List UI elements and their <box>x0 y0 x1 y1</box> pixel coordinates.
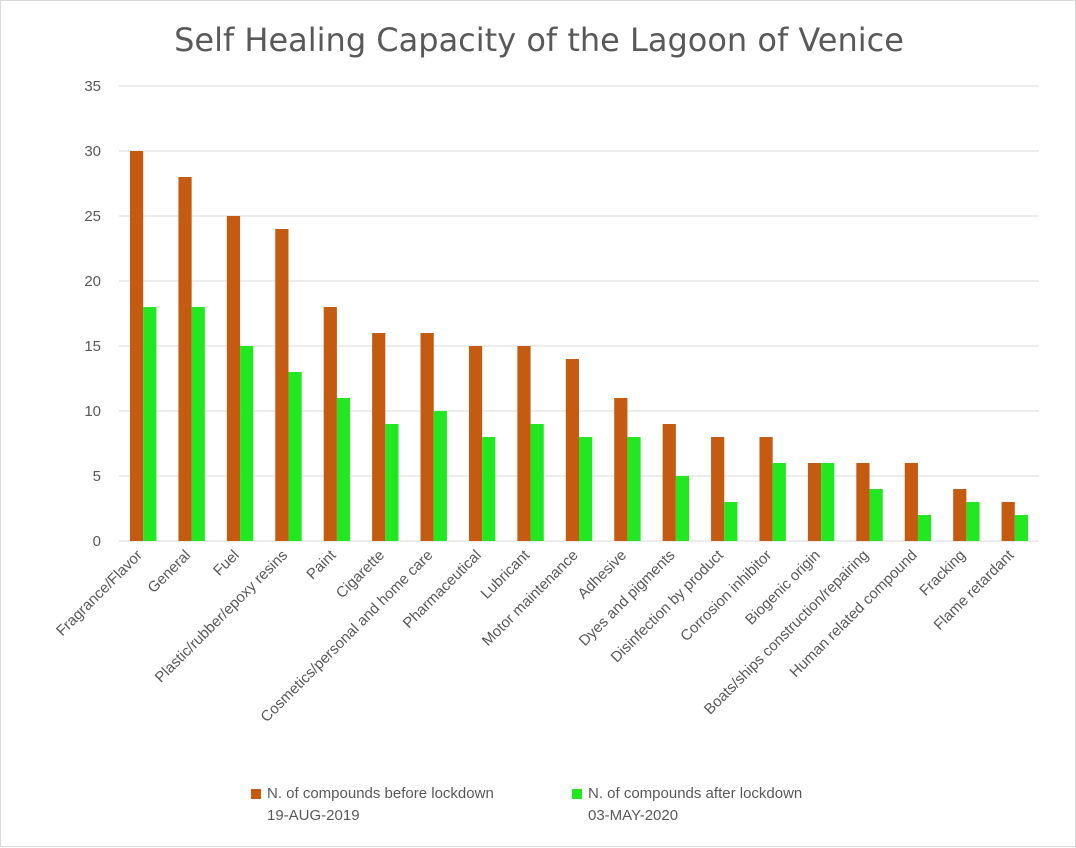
bar-after-3 <box>240 346 254 541</box>
y-tick-label: 35 <box>84 78 101 95</box>
legend-label-before: N. of compounds before lockdown 19-AUG-2… <box>267 783 494 827</box>
y-tick-label: 30 <box>84 143 101 160</box>
bar-after-17 <box>917 515 932 541</box>
bar-before-16 <box>856 463 870 541</box>
bar-before-1 <box>130 151 144 541</box>
bar-before-13 <box>711 437 725 541</box>
bar-before-11 <box>614 398 628 541</box>
bar-after-19 <box>1014 515 1028 541</box>
bar-before-7 <box>420 333 434 541</box>
x-category-label: Fragrance/Flavor <box>53 547 146 640</box>
bar-after-8 <box>482 437 496 541</box>
bar-after-9 <box>530 424 544 541</box>
bar-before-14 <box>759 437 773 541</box>
bar-after-2 <box>191 307 205 541</box>
bar-before-19 <box>1001 502 1015 541</box>
bar-before-12 <box>662 424 676 541</box>
chart-title: Self Healing Capacity of the Lagoon of V… <box>174 21 904 59</box>
bar-after-15 <box>821 463 835 541</box>
y-tick-label: 10 <box>84 403 101 420</box>
x-category-label: General <box>144 547 194 597</box>
bar-after-7 <box>433 411 447 541</box>
legend-label-after: N. of compounds after lockdown 03-MAY-20… <box>588 783 802 827</box>
bar-after-6 <box>385 424 399 541</box>
y-tick-label: 5 <box>93 468 101 485</box>
bar-before-9 <box>517 346 531 541</box>
bar-after-18 <box>966 502 980 541</box>
bar-before-18 <box>953 489 967 541</box>
x-category-label: Fuel <box>210 547 243 580</box>
y-tick-label: 0 <box>93 533 101 550</box>
bar-before-2 <box>178 177 192 541</box>
bar-after-5 <box>336 398 351 541</box>
bar-before-15 <box>807 463 822 541</box>
bar-after-4 <box>288 372 302 541</box>
bar-before-4 <box>275 229 289 541</box>
legend-series-name-after: N. of compounds after lockdown <box>588 785 803 802</box>
x-category-label: Paint <box>303 546 340 583</box>
bar-after-10 <box>579 437 593 541</box>
legend-series-name-before: N. of compounds before lockdown <box>267 785 494 802</box>
bar-after-14 <box>772 463 786 541</box>
bar-before-6 <box>372 333 386 541</box>
bar-before-10 <box>565 359 579 541</box>
bar-after-11 <box>627 437 641 541</box>
bar-after-1 <box>143 307 157 541</box>
legend-series-date-after: 03-MAY-2020 <box>588 807 679 824</box>
bar-after-13 <box>724 502 738 541</box>
bar-before-5 <box>323 307 337 541</box>
bar-after-16 <box>869 489 883 541</box>
y-tick-label: 25 <box>84 208 101 225</box>
x-category-label: Cosmetics/personal and home care <box>257 547 436 726</box>
x-category-label: Corrosion inhibitor <box>677 547 775 645</box>
bar-before-8 <box>468 346 483 541</box>
legend-swatch-after <box>572 789 582 799</box>
bar-after-12 <box>675 476 690 541</box>
legend-series-date-before: 19-AUG-2019 <box>267 807 360 824</box>
x-category-label: Motor maintenance <box>479 547 582 650</box>
bar-before-3 <box>226 216 241 541</box>
bar-before-17 <box>904 463 918 541</box>
legend-swatch-before <box>251 789 261 799</box>
y-tick-label: 20 <box>84 273 101 290</box>
y-tick-label: 15 <box>84 338 101 355</box>
